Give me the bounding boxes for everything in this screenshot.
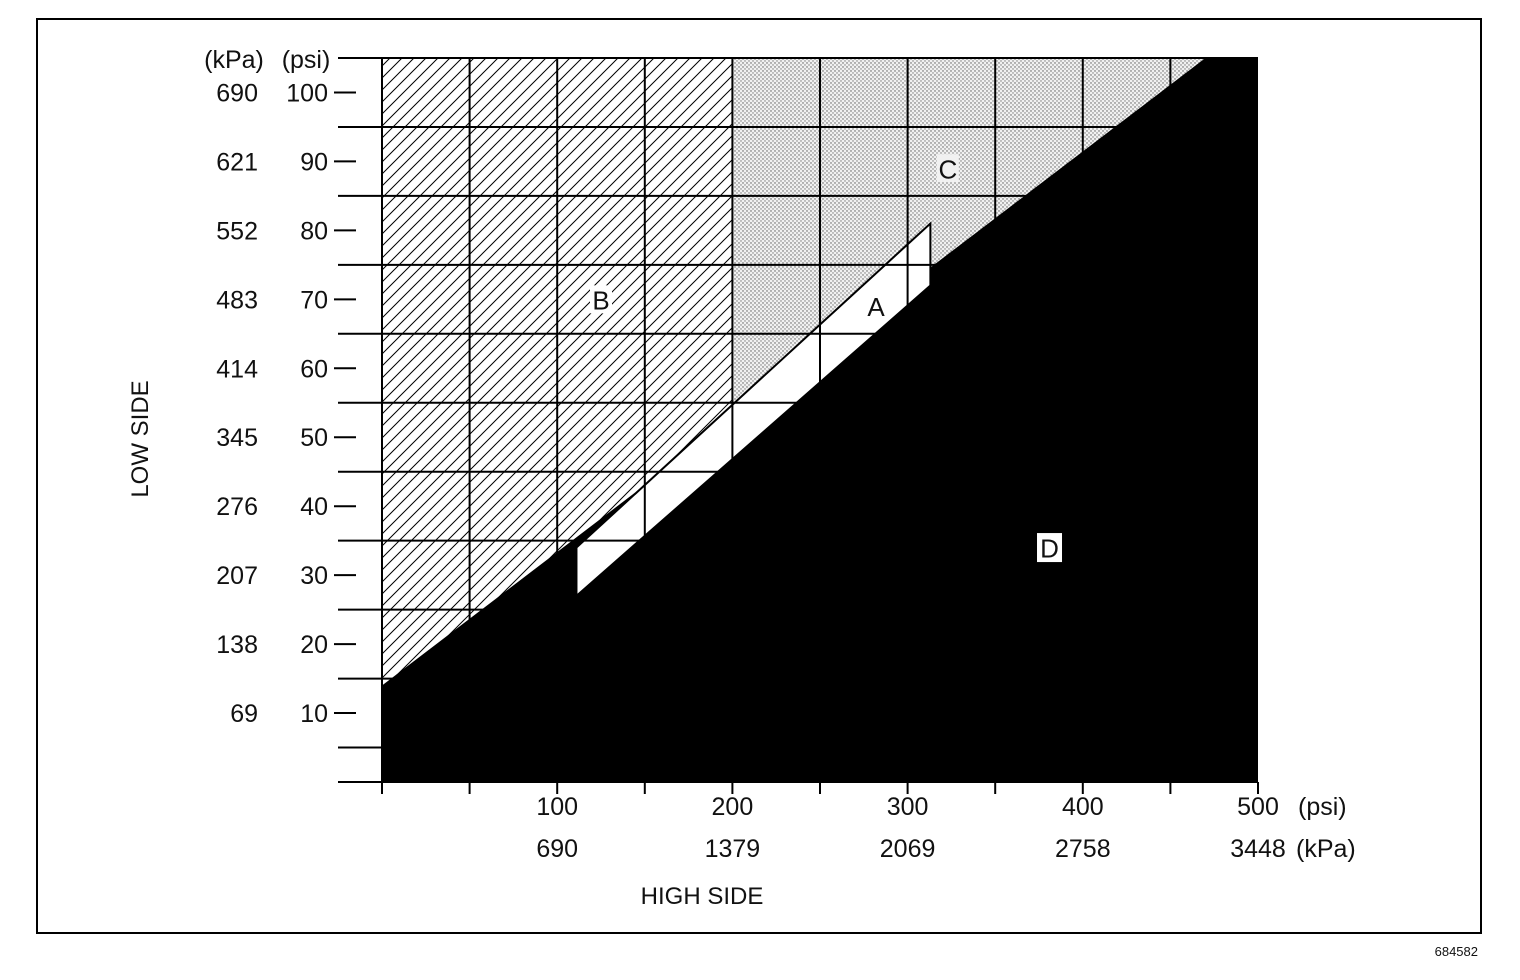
y-unit-psi: (psi): [282, 46, 331, 74]
y-tick-label-psi: 40: [300, 493, 328, 521]
x-tick-label-kpa: 690: [536, 835, 578, 863]
x-unit-psi: (psi): [1298, 793, 1347, 821]
figure-id: 684582: [1434, 944, 1478, 959]
x-tick-label-psi: 200: [712, 793, 754, 821]
x-unit-kpa: (kPa): [1296, 835, 1356, 863]
y-tick-label-kpa: 207: [216, 562, 258, 590]
y-tick-label-psi: 50: [300, 424, 328, 452]
y-tick-label-psi: 20: [300, 631, 328, 659]
y-tick-label-psi: 100: [286, 79, 328, 107]
y-tick-label-kpa: 69: [230, 700, 258, 728]
figure-frame: 10 69 20 138 30 207 40 276 50 345 60 414 70 483 80 552 9…: [36, 18, 1482, 934]
y-tick-label-kpa: 690: [216, 79, 258, 107]
pressure-chart: 10 69 20 138 30 207 40 276 50 345 60 414 70 483 80 552 9…: [127, 46, 1356, 910]
x-tick-label-psi: 400: [1062, 793, 1104, 821]
y-tick-label-psi: 90: [300, 148, 328, 176]
region-label-a: A: [867, 292, 885, 322]
y-tick-label-kpa: 345: [216, 424, 258, 452]
y-axis-title: LOW SIDE: [127, 380, 154, 497]
region-label-d: D: [1040, 534, 1059, 564]
labels-layer: A B C D: [590, 154, 1063, 564]
x-tick-label-kpa: 1379: [705, 835, 761, 863]
region-label-b: B: [592, 285, 609, 315]
y-tick-label-kpa: 138: [216, 631, 258, 659]
x-tick-label-psi: 300: [887, 793, 929, 821]
x-axis-title: HIGH SIDE: [641, 883, 764, 910]
y-tick-label-kpa: 483: [216, 286, 258, 314]
y-tick-label-kpa: 621: [216, 148, 258, 176]
y-tick-label-psi: 60: [300, 355, 328, 383]
y-tick-label-kpa: 414: [216, 355, 258, 383]
region-label-bg: [590, 285, 612, 314]
y-tick-label-psi: 10: [300, 700, 328, 728]
region-a: [575, 221, 932, 599]
y-tick-label-psi: 30: [300, 562, 328, 590]
region-label-box: [1037, 533, 1063, 563]
x-tick-label-kpa: 3448: [1230, 835, 1286, 863]
y-tick-label-kpa: 552: [216, 217, 258, 245]
x-tick-label-psi: 100: [536, 793, 578, 821]
y-unit-kpa: (kPa): [204, 46, 264, 74]
y-tick-label-kpa: 276: [216, 493, 258, 521]
grid-layer: [338, 57, 1258, 783]
y-tick-label-psi: 80: [300, 217, 328, 245]
axes-layer: 10 69 20 138 30 207 40 276 50 345 60 414 70 483 80 552 9…: [127, 46, 1356, 910]
x-tick-label-kpa: 2069: [880, 835, 936, 863]
x-tick-label-psi: 500: [1237, 793, 1279, 821]
region-label-c: C: [939, 154, 958, 184]
region-label-bg: [936, 154, 959, 183]
y-tick-label-psi: 70: [300, 286, 328, 314]
x-tick-label-kpa: 2758: [1055, 835, 1111, 863]
